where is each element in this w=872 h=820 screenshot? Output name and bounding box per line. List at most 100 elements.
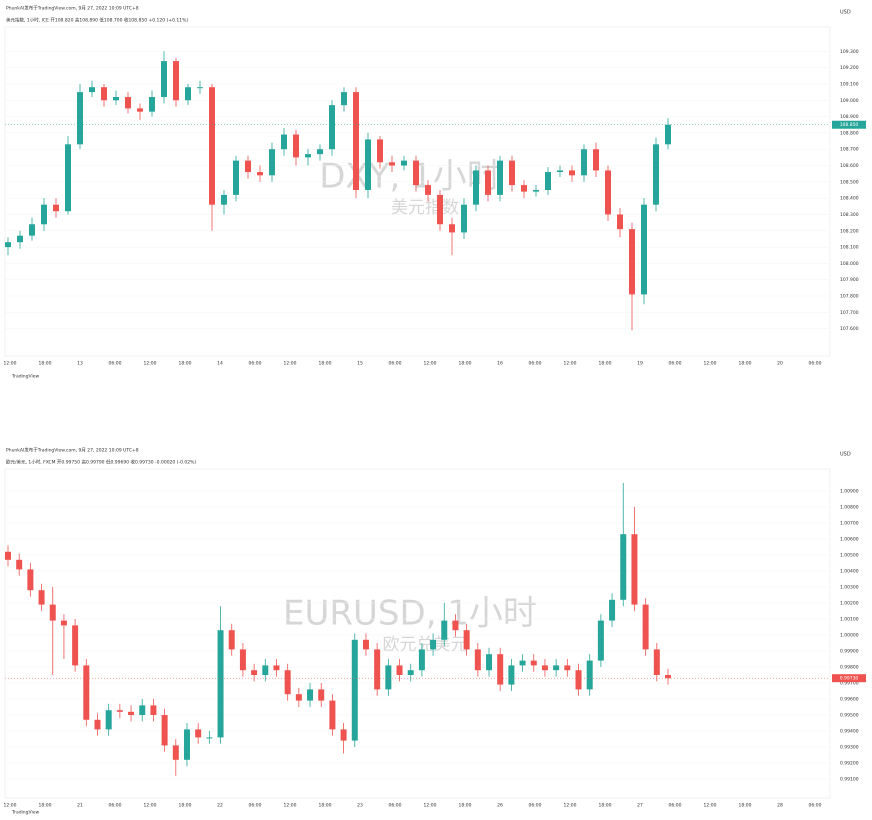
candle-body [564,665,571,671]
currency: USD [840,452,851,458]
candle-body [307,689,314,701]
candle-body [631,534,638,605]
y-tick-label: 108.300 [840,212,859,218]
y-tick-label: 1.00000 [840,633,859,639]
x-tick-label: 18:00 [599,803,612,809]
y-tick-label: 108.400 [840,196,859,202]
candle-body [341,92,347,106]
candle-body [340,729,347,741]
x-tick-label: 26 [497,803,503,809]
candle-body [474,649,481,671]
candle-body [262,665,269,675]
candle-body [257,172,263,176]
candle-body [351,639,358,741]
last-price-label: 0.99730 [840,676,859,682]
candle-body [113,97,119,101]
candle-body [173,61,179,101]
candle-body [530,660,537,666]
last-price-box [832,120,866,129]
y-tick-label: 109.300 [840,49,859,55]
candle-body [461,204,467,233]
candle-body [183,729,190,760]
y-tick-label: 1.00200 [840,601,859,607]
x-tick-label: 12:00 [144,803,157,809]
candle-body [597,620,604,661]
x-tick-label: 06:00 [389,361,402,367]
x-tick-label: 06:00 [809,803,822,809]
candle-body [137,108,143,112]
x-tick-label: 12:00 [144,361,157,367]
candle-body [329,700,336,730]
y-tick-label: 0.99400 [840,729,859,735]
x-tick-label: 12:00 [424,361,437,367]
x-tick-label: 18:00 [739,803,752,809]
candle-body [617,214,623,230]
candle-body [318,689,325,701]
y-tick-label: 0.99800 [840,665,859,671]
x-tick-label: 23 [357,803,363,809]
candle-body [209,87,215,205]
x-tick-label: 06:00 [109,803,122,809]
candle-body [41,204,47,225]
candle-body [65,144,71,212]
x-tick-label: 14 [217,361,223,367]
y-tick-label: 109.200 [840,65,859,71]
candle-body [557,170,563,173]
x-tick-label: 06:00 [809,361,822,367]
watermark-sub: 美元指数 [391,198,459,218]
x-tick-label: 27 [637,803,643,809]
x-tick-label: 12:00 [564,361,577,367]
candle-body [653,144,659,205]
candle-body [452,620,459,631]
candle-body [77,92,83,145]
candle-body [16,559,23,570]
x-tick-label: 18:00 [39,361,52,367]
candle-body [195,729,202,738]
x-tick-label: 06:00 [529,803,542,809]
candle-body [413,160,419,186]
candle-body [533,190,539,192]
candle-body [353,92,359,190]
candle-body [473,170,479,205]
y-tick-label: 108.900 [840,114,859,120]
candle-body [206,737,213,739]
watermark: EURUSD, 1小时 [283,594,537,634]
candle-body [385,665,392,690]
candle-body [642,604,649,650]
candle-body [101,87,107,101]
candle-body [519,660,526,666]
x-tick-label: 18:00 [739,361,752,367]
candle-body [185,87,191,101]
candle-body [245,160,251,173]
candle-body [251,670,258,675]
candle-body [569,170,575,176]
candle-body [441,620,448,640]
candle-body [593,149,599,171]
candle-body [425,185,431,195]
y-tick-label: 108.500 [840,179,859,185]
candle-body [269,149,275,176]
x-tick-label: 18:00 [319,803,332,809]
candle-body [233,160,239,195]
candle-body [609,599,616,621]
y-tick-label: 108.100 [840,245,859,251]
candle-body [273,665,280,671]
y-tick-label: 0.99900 [840,649,859,655]
candle-body [508,665,515,685]
candle-body [83,665,90,720]
candle-body [377,139,383,163]
candle-body [60,620,67,626]
candle-body [293,134,299,158]
last-price-label: 108.850 [840,122,859,128]
candle-body [509,160,515,186]
x-tick-label: 06:00 [669,803,682,809]
candle-body [49,604,56,621]
candle-body [217,630,224,738]
x-tick-label: 18:00 [459,803,472,809]
watermark-sub: 欧元兑美元 [383,635,468,655]
x-tick-label: 18:00 [179,803,192,809]
y-tick-label: 1.00500 [840,553,859,559]
candle-body [575,670,582,690]
candle-body [239,649,246,671]
